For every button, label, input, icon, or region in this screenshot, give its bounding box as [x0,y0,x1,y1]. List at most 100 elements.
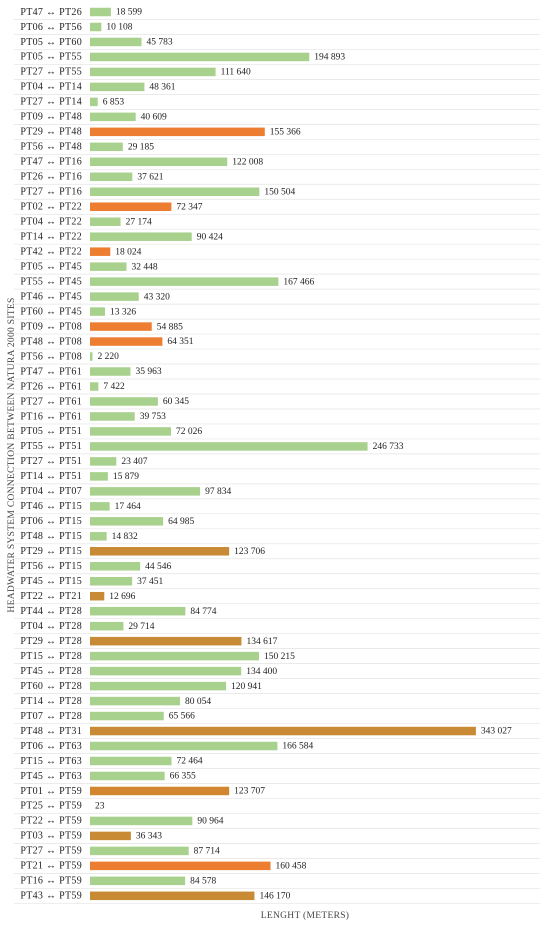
bar [90,681,227,691]
value-label: 18 599 [116,8,142,18]
value-label: 23 407 [121,457,147,467]
category-label: PT09 ↔ PT48 [20,112,82,123]
bar [90,891,255,901]
bar [90,636,242,646]
bar [90,157,228,167]
category-label: PT14 ↔ PT22 [20,231,82,242]
category-label: PT48 ↔ PT15 [20,531,82,542]
category-label: PT02 ↔ PT22 [20,202,82,213]
bar [90,247,111,256]
bar [90,97,98,107]
value-label: 35 963 [135,367,161,377]
bar [90,322,152,331]
value-label: 72 026 [176,427,202,437]
category-label: PT45 ↔ PT28 [20,666,82,677]
category-label: PT26 ↔ PT16 [20,172,82,183]
value-label: 2 220 [97,352,119,362]
value-label: 66 355 [170,772,196,782]
category-label: PT16 ↔ PT59 [20,876,82,887]
category-label: PT09 ↔ PT08 [20,321,82,332]
value-label: 84 774 [190,607,216,617]
bar [90,127,265,137]
category-label: PT56 ↔ PT48 [20,142,82,153]
value-label: 134 400 [246,667,277,677]
category-label: PT47 ↔ PT61 [20,366,82,377]
value-label: 13 326 [110,307,136,317]
bar [90,82,145,92]
bar [90,741,278,751]
value-label: 60 345 [163,397,189,407]
category-label: PT27 ↔ PT16 [20,187,82,198]
value-label: 84 578 [190,877,216,887]
value-label: 45 783 [147,38,173,48]
value-label: 54 885 [157,322,183,332]
bar [90,397,158,406]
value-label: 80 054 [185,697,211,707]
value-label: 146 170 [259,892,290,902]
bar [90,7,111,17]
bar [90,457,117,466]
category-label: PT04 ↔ PT14 [20,82,82,93]
category-label: PT16 ↔ PT61 [20,411,82,422]
value-label: 15 879 [113,472,139,482]
value-label: 64 985 [168,517,194,527]
category-label: PT29 ↔ PT28 [20,636,82,647]
bar [90,606,186,616]
category-label: PT29 ↔ PT48 [20,127,82,138]
value-label: 37 621 [137,172,163,182]
value-label: 155 366 [270,128,301,138]
bar [90,651,259,661]
category-label: PT55 ↔ PT45 [20,276,82,287]
value-label: 29 714 [128,622,154,632]
bar [90,786,230,796]
value-label: 90 424 [197,232,223,242]
bar [90,292,139,301]
category-label: PT45 ↔ PT63 [20,771,82,782]
bar [90,562,141,571]
value-label: 6 853 [103,98,125,108]
category-label: PT04 ↔ PT22 [20,217,82,228]
value-label: 120 941 [231,682,262,692]
value-label: 123 707 [234,787,265,797]
category-label: PT15 ↔ PT28 [20,651,82,662]
value-label: 64 351 [167,337,193,347]
bar [90,696,181,706]
value-label: 10 108 [106,23,132,33]
bar [90,37,142,47]
bar [90,337,163,346]
bar [90,22,102,32]
x-axis-title: LENGHT (METERS) [261,910,350,921]
value-label: 48 361 [149,83,175,93]
category-label: PT15 ↔ PT63 [20,756,82,767]
value-label: 12 696 [109,592,135,602]
value-label: 29 185 [128,143,154,153]
category-label: PT48 ↔ PT08 [20,336,82,347]
value-label: 7 422 [103,382,125,392]
bar [90,427,172,436]
category-label: PT55 ↔ PT51 [20,441,82,452]
bar [90,172,133,182]
bar [90,412,135,421]
value-label: 40 609 [141,113,167,123]
category-label: PT56 ↔ PT15 [20,561,82,572]
category-label: PT27 ↔ PT61 [20,396,82,407]
value-label: 17 464 [115,502,141,512]
value-label: 166 584 [282,742,313,752]
bar [90,756,172,766]
value-label: 37 451 [137,577,163,587]
category-label: PT44 ↔ PT28 [20,606,82,617]
category-label: PT60 ↔ PT45 [20,306,82,317]
bar [90,816,193,826]
value-label: 23 [95,802,105,812]
category-label: PT42 ↔ PT22 [20,246,82,257]
bar [90,202,172,211]
bar [90,487,201,496]
category-label: PT56 ↔ PT08 [20,351,82,362]
bar [90,666,242,676]
bar [90,262,127,271]
category-label: PT22 ↔ PT59 [20,816,82,827]
value-label: 72 347 [176,202,202,212]
bar [90,352,93,361]
value-label: 27 174 [126,217,152,227]
category-label: PT05 ↔ PT60 [20,37,82,48]
